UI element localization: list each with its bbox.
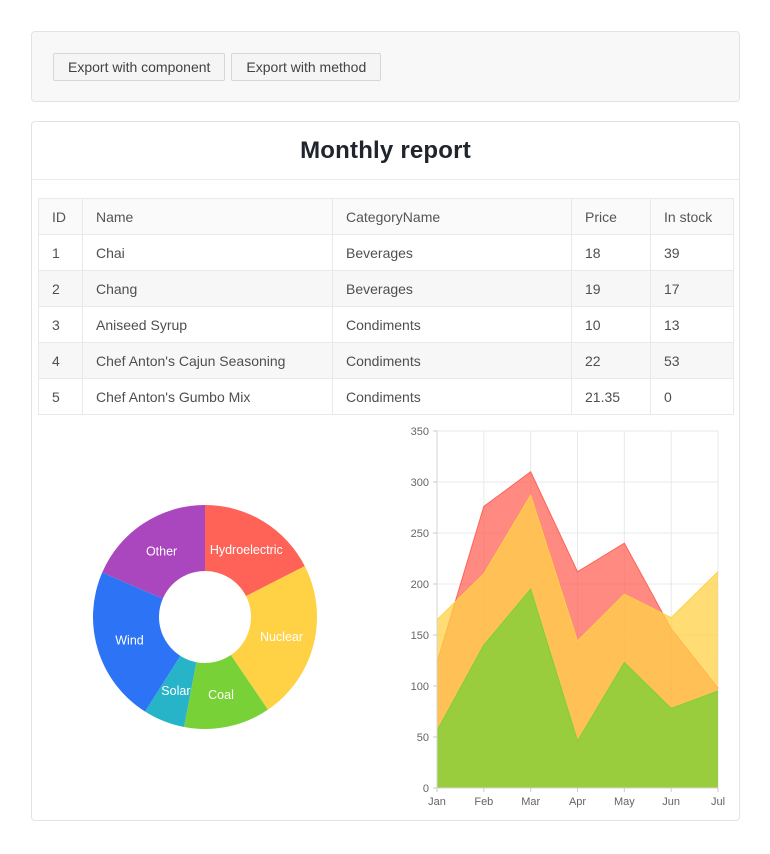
table-cell: 2 <box>38 270 83 307</box>
x-axis-label: Jul <box>711 796 725 808</box>
table-cell: Chai <box>82 234 333 271</box>
donut-slice-label-solar: Solar <box>161 684 190 698</box>
donut-slice-label-wind: Wind <box>115 634 144 648</box>
column-header-price: Price <box>571 198 651 235</box>
table-row: 1 Chai Beverages 18 39 <box>38 234 734 271</box>
area-series-line-3 <box>436 588 719 743</box>
donut-slice-nuclear[interactable] <box>230 566 317 710</box>
area-series-3[interactable] <box>437 589 718 788</box>
y-axis-label: 300 <box>411 477 429 489</box>
table-cell: 1 <box>38 234 83 271</box>
y-axis-label: 150 <box>411 630 429 642</box>
products-table: ID Name CategoryName Price In stock 1 Chai Bev… <box>38 198 734 415</box>
table-cell: Condiments <box>332 342 572 379</box>
table-cell: 22 <box>571 342 651 379</box>
x-axis-label: May <box>614 796 635 808</box>
charts-row: Hydroelectric Nuclear Coal Solar Wind Other 0… <box>32 420 739 820</box>
table-cell: Beverages <box>332 234 572 271</box>
table-cell: 21.35 <box>571 378 651 415</box>
donut-slice-other[interactable] <box>102 505 205 599</box>
export-with-method-button[interactable]: Export with method <box>231 53 382 81</box>
table-cell: 53 <box>650 342 734 379</box>
y-axis-label: 350 <box>411 426 429 438</box>
table-row: 3 Aniseed Syrup Condiments 10 13 <box>38 306 734 343</box>
donut-slice-label-coal: Coal <box>208 688 234 702</box>
table-cell: 13 <box>650 306 734 343</box>
x-axis-label: Mar <box>521 796 540 808</box>
table-cell: Chef Anton's Gumbo Mix <box>82 378 333 415</box>
table-cell: Condiments <box>332 378 572 415</box>
y-axis-label: 0 <box>423 783 429 795</box>
table-cell: 3 <box>38 306 83 343</box>
donut-slice-wind[interactable] <box>93 572 181 712</box>
export-with-component-button[interactable]: Export with component <box>53 53 226 81</box>
y-axis-label: 250 <box>411 528 429 540</box>
y-axis-label: 50 <box>417 732 429 744</box>
table-row: 2 Chang Beverages 19 17 <box>38 270 734 307</box>
table-cell: Aniseed Syrup <box>82 306 333 343</box>
table-cell: 18 <box>571 234 651 271</box>
donut-slice-hydroelectric[interactable] <box>205 505 305 597</box>
table-cell: 39 <box>650 234 734 271</box>
table-cell: Beverages <box>332 270 572 307</box>
table-header: ID Name CategoryName Price In stock <box>38 198 734 235</box>
donut-slice-solar[interactable] <box>144 655 197 728</box>
donut-slice-label-nuclear: Nuclear <box>260 630 303 644</box>
page-title: Monthly report <box>32 122 739 180</box>
y-axis-label: 200 <box>411 579 429 591</box>
column-header-in-stock: In stock <box>650 198 734 235</box>
area-chart: 0 50 100 150 200 250 300 350 Jan Feb Mar Apr May Jun J… <box>411 426 725 808</box>
table-row: 5 Chef Anton's Gumbo Mix Condiments 21.35 0 <box>38 378 734 415</box>
donut-slice-label-hydroelectric: Hydroelectric <box>210 543 283 557</box>
table-cell: Condiments <box>332 306 572 343</box>
table-body: 1 Chai Beverages 18 39 2 Chang Beverages 19 17 3 An… <box>38 234 734 415</box>
table-cell: Chef Anton's Cajun Seasoning <box>82 342 333 379</box>
export-toolbar: Export with component Export with method <box>31 31 740 102</box>
table-cell: Chang <box>82 270 333 307</box>
x-axis-label: Jan <box>428 796 446 808</box>
toolbar-button-group: Export with component Export with method <box>32 32 739 81</box>
donut-slice-coal[interactable] <box>184 655 268 730</box>
column-header-id: ID <box>38 198 83 235</box>
y-axis-label: 100 <box>411 681 429 693</box>
table-cell: 0 <box>650 378 734 415</box>
donut-chart: Hydroelectric Nuclear Coal Solar Wind Other <box>93 505 317 730</box>
x-axis-label: Feb <box>474 796 493 808</box>
monthly-report-card: Monthly report ID Name CategoryName Price In… <box>31 121 740 821</box>
x-axis-label: Jun <box>662 796 680 808</box>
table-cell: 17 <box>650 270 734 307</box>
area-series-line-2 <box>436 494 719 643</box>
table-cell: 5 <box>38 378 83 415</box>
table-cell: 19 <box>571 270 651 307</box>
table-row: 4 Chef Anton's Cajun Seasoning Condiments 2… <box>38 342 734 379</box>
donut-slice-label-other: Other <box>146 544 177 558</box>
column-header-categoryname: CategoryName <box>332 198 572 235</box>
column-header-name: Name <box>82 198 333 235</box>
x-axis-label: Apr <box>569 796 586 808</box>
table-cell: 4 <box>38 342 83 379</box>
table-header-row: ID Name CategoryName Price In stock <box>38 198 734 235</box>
table-cell: 10 <box>571 306 651 343</box>
